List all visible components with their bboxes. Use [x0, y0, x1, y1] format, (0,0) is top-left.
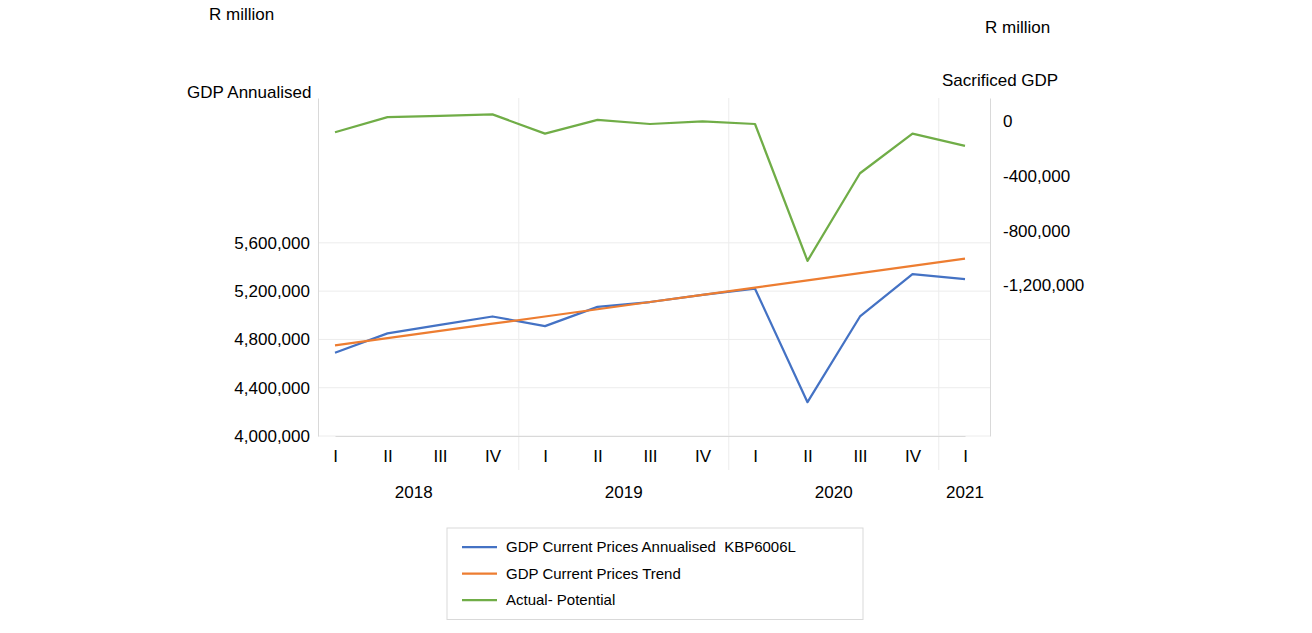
x-tick-label: I	[543, 447, 548, 466]
x-axis-tick: I	[963, 436, 968, 466]
y2-axis-line	[990, 99, 991, 437]
x-tick-label: I	[753, 447, 758, 466]
x-tick-label: IV	[485, 447, 502, 466]
y-tick-label: 5,200,000	[234, 282, 310, 301]
y2-tick-label: -800,000	[1003, 222, 1070, 241]
x-axis-tick: I	[753, 436, 758, 466]
legend-swatch	[462, 546, 497, 548]
x-tick-label: II	[593, 447, 602, 466]
x-axis-tick: II	[593, 436, 602, 466]
legend-box	[447, 528, 863, 620]
x-axis-tick: III	[433, 436, 447, 466]
chart-svg: 2018 2019 2020 2021 4,000,000 4,400,000 4,800,…	[0, 0, 1312, 633]
x-tick-label: IV	[695, 447, 712, 466]
grid-line	[318, 339, 990, 340]
x-tick-label: I	[963, 447, 968, 466]
chart-container: 2018 2019 2020 2021 4,000,000 4,400,000 4,800,…	[0, 0, 1312, 633]
x-tick-label: III	[853, 447, 867, 466]
axis-titles: R million GDP Annualised R million Sacrific…	[187, 5, 1058, 102]
series-line	[335, 274, 965, 402]
x-axis-tick: III	[853, 436, 867, 466]
x-tick-label: IV	[905, 447, 922, 466]
x-axis-tick: I	[543, 436, 548, 466]
y-axis-tick: 5,200,000	[234, 282, 318, 301]
legend-swatch	[462, 572, 497, 574]
legend: GDP Current Prices Annualised KBP6006L GD…	[447, 528, 863, 620]
y-tick-label: 4,000,000	[234, 427, 310, 446]
series-line	[335, 114, 965, 260]
y-axis-tick: 4,400,000	[234, 379, 318, 398]
y-axis-line	[318, 99, 319, 437]
legend-swatch	[462, 599, 497, 601]
y-axis-tick: 4,800,000	[234, 330, 318, 349]
y2-axis-tick: 0	[990, 112, 1012, 131]
x-tick-label: III	[433, 447, 447, 466]
group-separator	[728, 98, 729, 470]
x-tick-label: I	[333, 447, 338, 466]
group-separators	[519, 98, 939, 470]
series-lines	[335, 114, 965, 402]
x-group-label: 2019	[605, 483, 643, 502]
grid	[318, 243, 990, 436]
y-tick-label: 4,800,000	[234, 330, 310, 349]
x-tick-label: II	[803, 447, 812, 466]
group-separator	[938, 98, 939, 470]
x-axis-tick: II	[383, 436, 392, 466]
x-axis: IIIIIIIVIIIIIIIVIIIIIIIVI	[333, 436, 968, 466]
y-tick-label: 4,400,000	[234, 379, 310, 398]
x-axis-tick: I	[333, 436, 338, 466]
page: 2018 2019 2020 2021 4,000,000 4,400,000 4,800,…	[0, 0, 1312, 633]
x-group-label: 2020	[815, 483, 853, 502]
grid-line	[318, 387, 990, 388]
y-axis-tick: 4,000,000	[234, 427, 318, 446]
grid-line	[318, 291, 990, 292]
grid-line	[318, 436, 990, 437]
y-tick-label: 5,600,000	[234, 234, 310, 253]
legend-label: GDP Current Prices Trend	[506, 565, 681, 582]
x-axis-tick: IV	[905, 436, 922, 466]
x-axis-tick: II	[803, 436, 812, 466]
y2-tick-label: -1,200,000	[1003, 276, 1084, 295]
y2-axis-tick: -400,000	[990, 167, 1070, 186]
y2-axis-tick: -800,000	[990, 222, 1070, 241]
x-axis-line	[336, 436, 966, 437]
y2-axis: -1,200,000 -800,000 -400,000 0	[990, 99, 1084, 437]
legend-label: Actual- Potential	[506, 591, 615, 608]
x-axis-tick: IV	[485, 436, 502, 466]
x-group-label: 2018	[395, 483, 433, 502]
x-axis-tick: IV	[695, 436, 712, 466]
x-tick-label: II	[383, 447, 392, 466]
y2-tick-label: -400,000	[1003, 167, 1070, 186]
y-axis-tick: 5,600,000	[234, 234, 318, 253]
y-axis: 4,000,000 4,400,000 4,800,000 5,200,000 5,60…	[234, 99, 318, 446]
y2-label: Sacrificed GDP	[942, 71, 1058, 90]
y2-unit: R million	[985, 18, 1050, 37]
legend-label: GDP Current Prices Annualised KBP6006L	[506, 538, 796, 555]
y2-axis-tick: -1,200,000	[990, 276, 1084, 295]
series-line	[335, 259, 965, 346]
x-axis-tick: III	[643, 436, 657, 466]
group-separator	[518, 98, 519, 470]
y-unit: R million	[209, 5, 274, 24]
grid-line	[318, 242, 990, 243]
x-tick-label: III	[643, 447, 657, 466]
x-group-labels: 2018 2019 2020 2021	[395, 483, 984, 502]
y2-tick-label: 0	[1003, 112, 1012, 131]
y-label: GDP Annualised	[187, 83, 311, 102]
x-group-label: 2021	[946, 483, 984, 502]
